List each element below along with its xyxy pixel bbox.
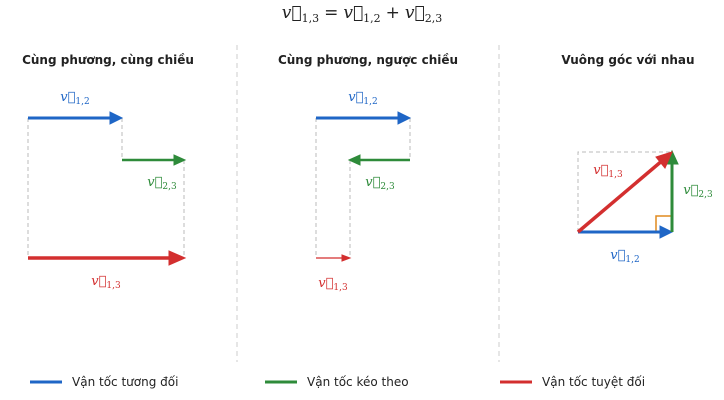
vector-label: v⃗1,2 <box>60 90 89 107</box>
vector-label: v⃗1,2 <box>348 90 377 107</box>
arrow <box>347 154 410 166</box>
panel-title: Cùng phương, ngược chiều <box>278 53 458 67</box>
arrow <box>28 111 124 125</box>
vector-label: v⃗2,3 <box>683 183 713 200</box>
arrow <box>578 225 674 239</box>
vector-label: v⃗1,3 <box>318 276 348 293</box>
formula: v⃗1,3 = v⃗1,2 + v⃗2,3 <box>282 3 442 25</box>
arrow <box>665 149 679 232</box>
guide <box>315 118 411 258</box>
arrow <box>28 250 187 266</box>
arrow <box>316 111 412 125</box>
panel-title: Cùng phương, cùng chiều <box>22 53 194 67</box>
guide <box>27 118 185 258</box>
vector-label: v⃗2,3 <box>365 175 395 192</box>
vector-label: v⃗1,2 <box>610 248 639 265</box>
vector-label: v⃗1,3 <box>593 163 623 180</box>
arrow <box>122 154 187 166</box>
panel-title: Vuông góc với nhau <box>561 53 694 67</box>
vector-label: v⃗1,3 <box>91 274 121 291</box>
right-angle <box>655 215 672 232</box>
arrow <box>316 254 352 262</box>
legend-label: Vận tốc kéo theo <box>307 375 409 389</box>
guide <box>577 151 672 232</box>
arrow <box>576 151 673 234</box>
legend-label: Vận tốc tương đối <box>72 375 178 389</box>
vector-label: v⃗2,3 <box>147 175 177 192</box>
legend-label: Vận tốc tuyệt đối <box>542 375 645 389</box>
